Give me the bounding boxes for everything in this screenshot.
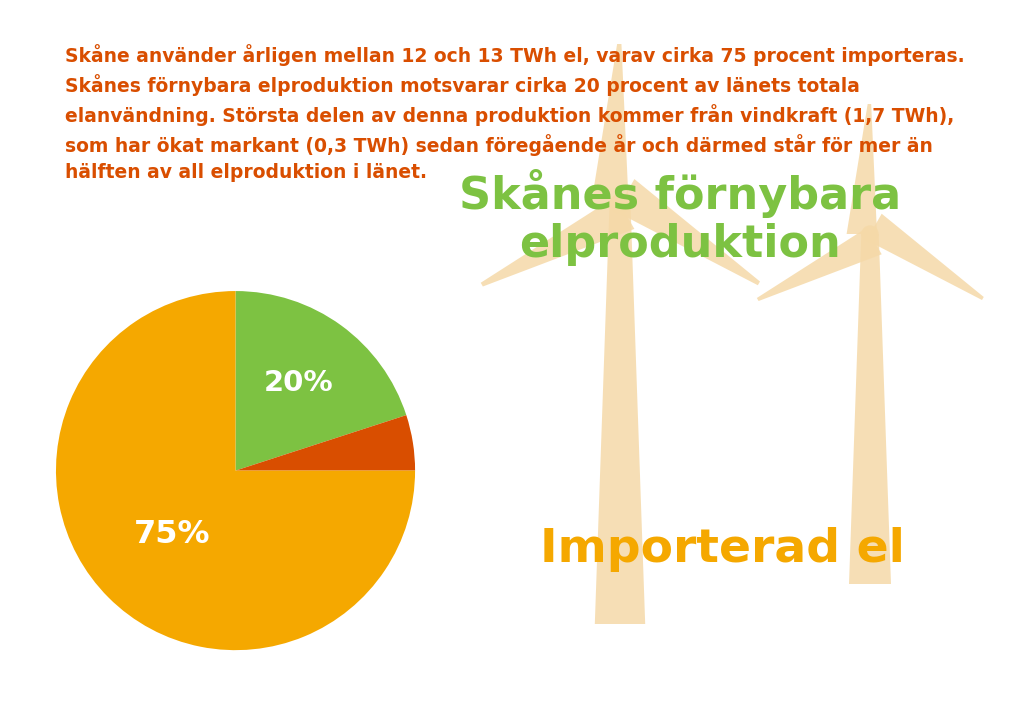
Circle shape: [609, 193, 631, 214]
Wedge shape: [56, 291, 415, 650]
Wedge shape: [236, 291, 407, 471]
Text: elproduktion: elproduktion: [519, 222, 841, 266]
Text: 75%: 75%: [134, 518, 210, 550]
Polygon shape: [866, 214, 984, 300]
Polygon shape: [615, 179, 760, 285]
Text: Skånes förnybara: Skånes förnybara: [459, 169, 901, 219]
Polygon shape: [480, 196, 635, 287]
Polygon shape: [849, 234, 891, 584]
Circle shape: [861, 225, 879, 243]
Polygon shape: [591, 44, 629, 204]
Polygon shape: [847, 104, 877, 234]
Text: Skåne använder årligen mellan 12 och 13 TWh el, varav cirka 75 procent importera: Skåne använder årligen mellan 12 och 13 …: [65, 44, 965, 182]
Text: Importerad el: Importerad el: [540, 526, 905, 571]
Wedge shape: [236, 415, 415, 471]
Polygon shape: [757, 228, 882, 301]
Polygon shape: [595, 204, 645, 624]
Text: 20%: 20%: [264, 369, 334, 397]
